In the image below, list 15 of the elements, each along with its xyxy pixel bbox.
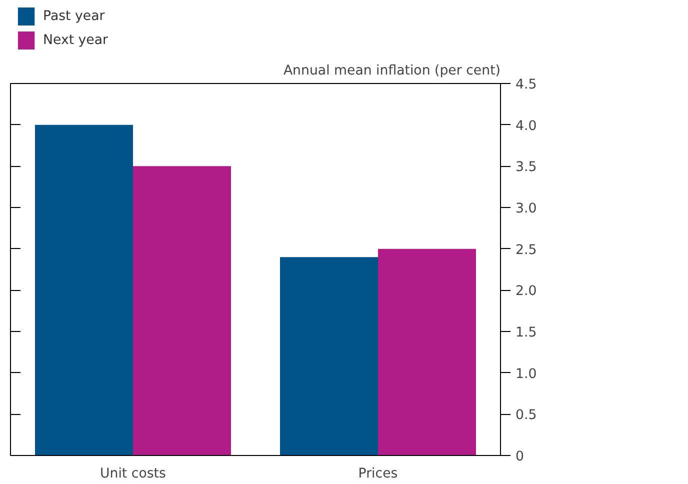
- y-tick-label: 0.5: [516, 408, 537, 424]
- y-tick-label: 2.0: [516, 284, 537, 300]
- y-tick-label: 2.5: [516, 242, 537, 258]
- x-tick-label: Prices: [358, 466, 398, 482]
- x-tick-label: Unit costs: [100, 466, 166, 482]
- y-tick-label: 0: [516, 450, 524, 464]
- y-tick-label: 3.5: [516, 160, 537, 176]
- y-tick-label: 4.0: [516, 118, 537, 134]
- y-axis-title: Annual mean inflation (per cent): [283, 64, 501, 78]
- legend-label: Past year: [43, 9, 106, 24]
- y-tick-label: 1.0: [516, 366, 537, 382]
- y-tick-label: 1.5: [516, 326, 537, 340]
- y-tick-label: 3.0: [516, 202, 537, 216]
- y-tick-label: 4.5: [516, 78, 537, 92]
- legend-label: Next year: [43, 33, 109, 48]
